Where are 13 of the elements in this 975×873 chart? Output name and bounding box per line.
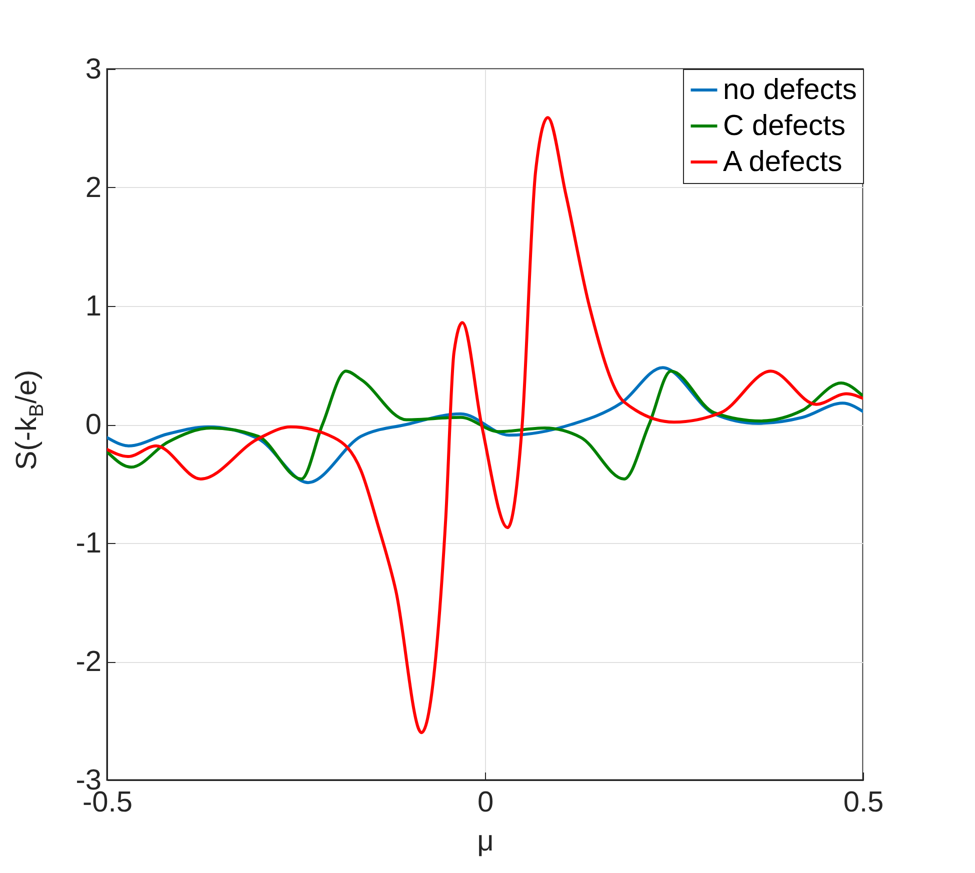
legend-label: C defects <box>723 110 846 142</box>
x-axis-title: μ <box>477 826 494 858</box>
x-tick-label: 0.5 <box>843 786 884 818</box>
legend-label: A defects <box>723 146 842 178</box>
y-tick-label: 2 <box>85 172 102 204</box>
y-tick-label: 1 <box>85 290 102 322</box>
y-tick-label: 0 <box>85 409 102 441</box>
line-series <box>107 116 863 734</box>
x-tick-label: 0 <box>477 786 494 818</box>
y-tick-label: -2 <box>76 646 102 678</box>
y-tick-label: 3 <box>85 54 102 86</box>
legend-label: no defects <box>723 74 857 106</box>
y-tick-label: -1 <box>76 528 102 560</box>
